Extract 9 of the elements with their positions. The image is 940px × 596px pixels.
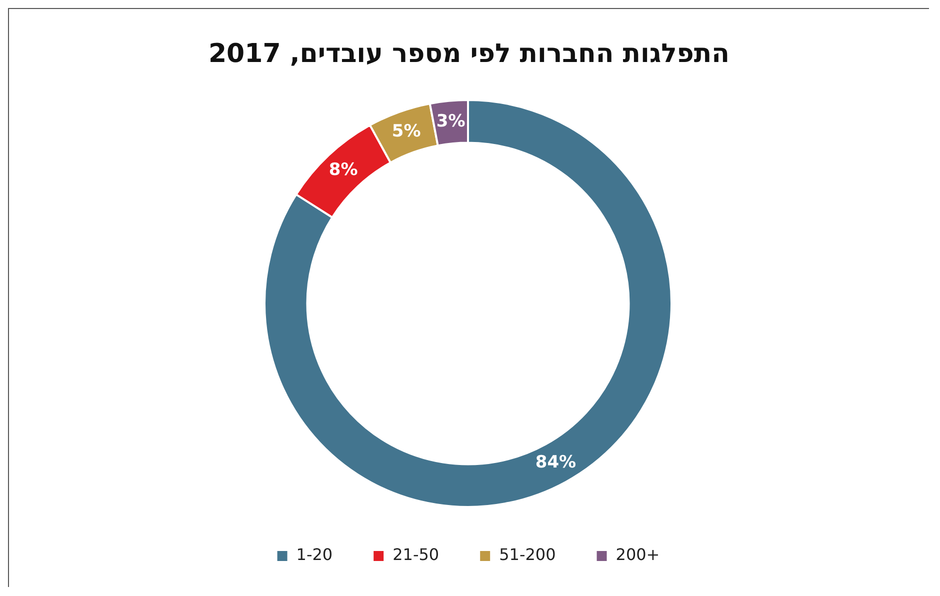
legend-label: 21-50 xyxy=(392,545,440,564)
legend-label: 51-200 xyxy=(499,545,556,564)
legend-label: 1-20 xyxy=(296,545,333,564)
data-label: 3% xyxy=(436,112,466,132)
chart-title: התפלגות החברות לפי מספר עובדים, 2017 xyxy=(207,38,731,71)
data-label: 8% xyxy=(328,160,358,180)
data-label: 5% xyxy=(392,122,421,142)
legend-label: 200+ xyxy=(616,545,660,564)
data-label: 84% xyxy=(535,452,576,473)
